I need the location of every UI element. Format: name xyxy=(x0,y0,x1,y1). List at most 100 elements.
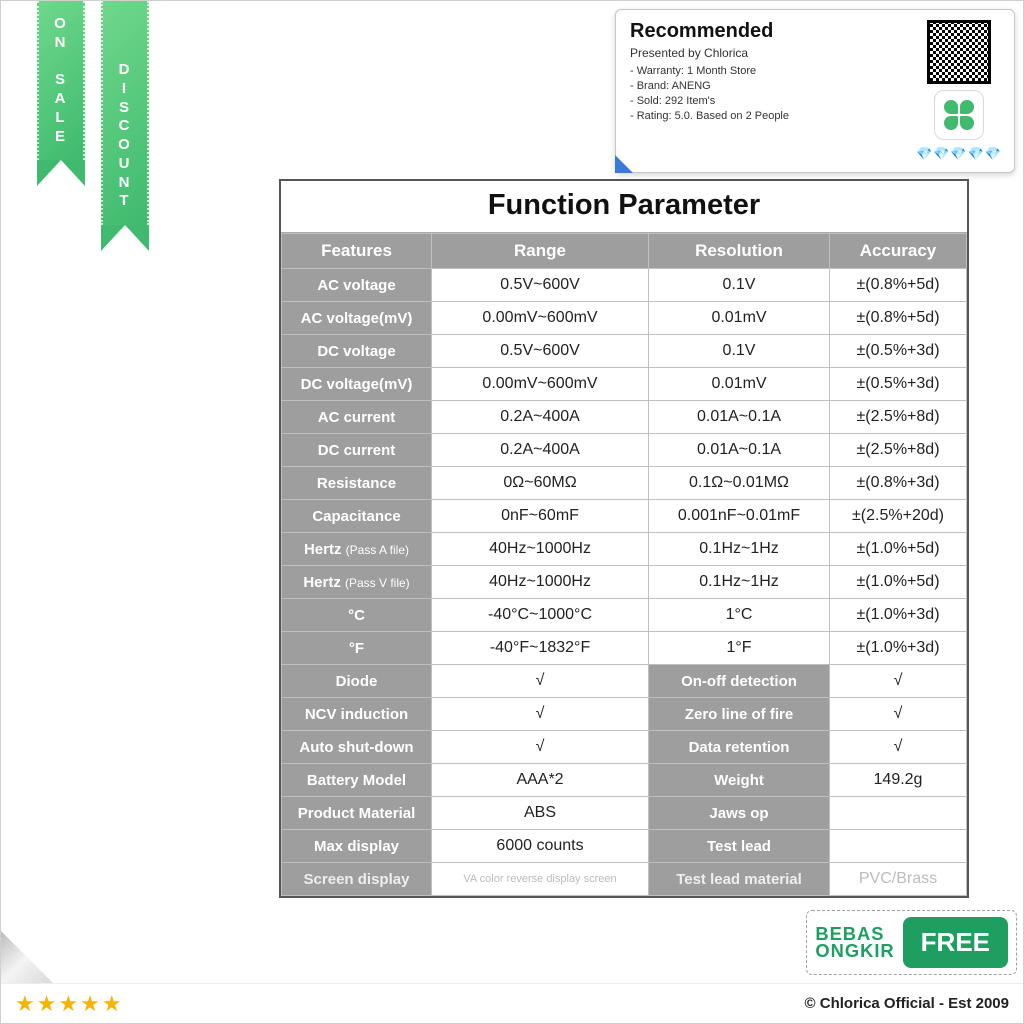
value-cell: √ xyxy=(829,698,966,731)
value-cell: 0.5V~600V xyxy=(432,269,649,302)
free-shipping-badge: BEBAS ONGKIR FREE xyxy=(806,910,1017,975)
app-badge-icon xyxy=(934,90,984,140)
feature-cell: On-off detection xyxy=(649,665,830,698)
feature-cell: Test lead xyxy=(649,830,830,863)
value-cell: 0.1Hz~1Hz xyxy=(649,533,830,566)
free-button: FREE xyxy=(903,917,1008,968)
value-cell: ±(1.0%+5d) xyxy=(829,533,966,566)
table-row: Product MaterialABSJaws op xyxy=(282,797,967,830)
feature-cell: Max display xyxy=(282,830,432,863)
table-row: Hertz (Pass V file)40Hz~1000Hz0.1Hz~1Hz±… xyxy=(282,566,967,599)
feature-cell: Capacitance xyxy=(282,500,432,533)
recommended-subtitle: Presented by Chlorica xyxy=(630,46,906,60)
feature-cell: Product Material xyxy=(282,797,432,830)
table-row: NCV induction√Zero line of fire√ xyxy=(282,698,967,731)
table-header-row: FeaturesRangeResolutionAccuracy xyxy=(282,234,967,269)
table-row: DC voltage0.5V~600V0.1V±(0.5%+3d) xyxy=(282,335,967,368)
value-cell: AAA*2 xyxy=(432,764,649,797)
table-row: Max display6000 countsTest lead xyxy=(282,830,967,863)
star-rating: ★★★★★ xyxy=(15,991,124,1017)
feature-cell: Hertz (Pass A file) xyxy=(282,533,432,566)
value-cell: -40°F~1832°F xyxy=(432,632,649,665)
diamond-rating: 💎💎💎💎💎 xyxy=(916,146,1002,162)
table-header-cell: Accuracy xyxy=(829,234,966,269)
value-cell: 0.1Hz~1Hz xyxy=(649,566,830,599)
recommended-title: Recommended xyxy=(630,20,906,43)
table-row: Battery ModelAAA*2Weight149.2g xyxy=(282,764,967,797)
discount-ribbon: DISCOUNT xyxy=(101,1,149,251)
value-cell: PVC/Brass xyxy=(829,863,966,896)
table-header-cell: Features xyxy=(282,234,432,269)
value-cell: ±(1.0%+5d) xyxy=(829,566,966,599)
value-cell: 0nF~60mF xyxy=(432,500,649,533)
value-cell: 149.2g xyxy=(829,764,966,797)
feature-cell: Auto shut-down xyxy=(282,731,432,764)
table-body: AC voltage0.5V~600V0.1V±(0.8%+5d)AC volt… xyxy=(282,269,967,896)
qr-code-icon xyxy=(927,20,991,84)
value-cell: ABS xyxy=(432,797,649,830)
value-cell: ±(1.0%+3d) xyxy=(829,632,966,665)
table-row: Screen displayVA color reverse display s… xyxy=(282,863,967,896)
feature-cell: Weight xyxy=(649,764,830,797)
card-corner-icon xyxy=(615,155,633,173)
value-cell: ±(2.5%+8d) xyxy=(829,434,966,467)
feature-cell: DC voltage xyxy=(282,335,432,368)
value-cell: 0.5V~600V xyxy=(432,335,649,368)
value-cell: 0.001nF~0.01mF xyxy=(649,500,830,533)
feature-cell: Screen display xyxy=(282,863,432,896)
value-cell: 1°F xyxy=(649,632,830,665)
table-title: Function Parameter xyxy=(281,181,967,233)
table-row: DC current0.2A~400A0.01A~0.1A±(2.5%+8d) xyxy=(282,434,967,467)
value-cell: ±(2.5%+20d) xyxy=(829,500,966,533)
table-row: AC voltage0.5V~600V0.1V±(0.8%+5d) xyxy=(282,269,967,302)
table-row: °F-40°F~1832°F1°F±(1.0%+3d) xyxy=(282,632,967,665)
feature-cell: Data retention xyxy=(649,731,830,764)
value-cell: √ xyxy=(432,698,649,731)
page-curl-icon xyxy=(1,931,53,983)
value-cell: ±(1.0%+3d) xyxy=(829,599,966,632)
value-cell: 6000 counts xyxy=(432,830,649,863)
recommended-line: - Warranty: 1 Month Store xyxy=(630,64,906,79)
value-cell: 0.1V xyxy=(649,269,830,302)
value-cell: 0.2A~400A xyxy=(432,434,649,467)
value-cell: -40°C~1000°C xyxy=(432,599,649,632)
footer: ★★★★★ © Chlorica Official - Est 2009 xyxy=(1,983,1023,1023)
value-cell: 40Hz~1000Hz xyxy=(432,566,649,599)
table-row: Diode√On-off detection√ xyxy=(282,665,967,698)
table-row: °C-40°C~1000°C1°C±(1.0%+3d) xyxy=(282,599,967,632)
value-cell: VA color reverse display screen xyxy=(432,863,649,896)
recommended-line: - Brand: ANENG xyxy=(630,79,906,94)
feature-cell: Diode xyxy=(282,665,432,698)
function-parameter-panel: Function Parameter FeaturesRangeResoluti… xyxy=(279,179,969,898)
value-cell: ±(0.8%+3d) xyxy=(829,467,966,500)
recommended-line: - Sold: 292 Item's xyxy=(630,94,906,109)
recommended-details: - Warranty: 1 Month Store- Brand: ANENG-… xyxy=(630,64,906,123)
feature-cell: Resistance xyxy=(282,467,432,500)
value-cell: 0.00mV~600mV xyxy=(432,302,649,335)
bebas-ongkir-label: BEBAS ONGKIR xyxy=(815,926,894,959)
table-row: AC voltage(mV)0.00mV~600mV0.01mV±(0.8%+5… xyxy=(282,302,967,335)
recommended-card: Recommended Presented by Chlorica - Warr… xyxy=(615,9,1015,173)
value-cell: 0.01mV xyxy=(649,368,830,401)
value-cell: ±(0.8%+5d) xyxy=(829,269,966,302)
table-row: AC current0.2A~400A0.01A~0.1A±(2.5%+8d) xyxy=(282,401,967,434)
value-cell: 0.00mV~600mV xyxy=(432,368,649,401)
value-cell: ±(0.8%+5d) xyxy=(829,302,966,335)
feature-cell: AC current xyxy=(282,401,432,434)
value-cell: 0.01A~0.1A xyxy=(649,401,830,434)
feature-cell: Battery Model xyxy=(282,764,432,797)
value-cell xyxy=(829,797,966,830)
table-header-cell: Range xyxy=(432,234,649,269)
value-cell: √ xyxy=(829,665,966,698)
value-cell: 0.2A~400A xyxy=(432,401,649,434)
feature-cell: Jaws op xyxy=(649,797,830,830)
table-row: DC voltage(mV)0.00mV~600mV0.01mV±(0.5%+3… xyxy=(282,368,967,401)
feature-cell: Test lead material xyxy=(649,863,830,896)
value-cell: √ xyxy=(829,731,966,764)
feature-cell: NCV induction xyxy=(282,698,432,731)
value-cell: ±(2.5%+8d) xyxy=(829,401,966,434)
value-cell: 1°C xyxy=(649,599,830,632)
copyright: © Chlorica Official - Est 2009 xyxy=(805,995,1009,1012)
parameter-table: FeaturesRangeResolutionAccuracy AC volta… xyxy=(281,233,967,896)
table-header-cell: Resolution xyxy=(649,234,830,269)
